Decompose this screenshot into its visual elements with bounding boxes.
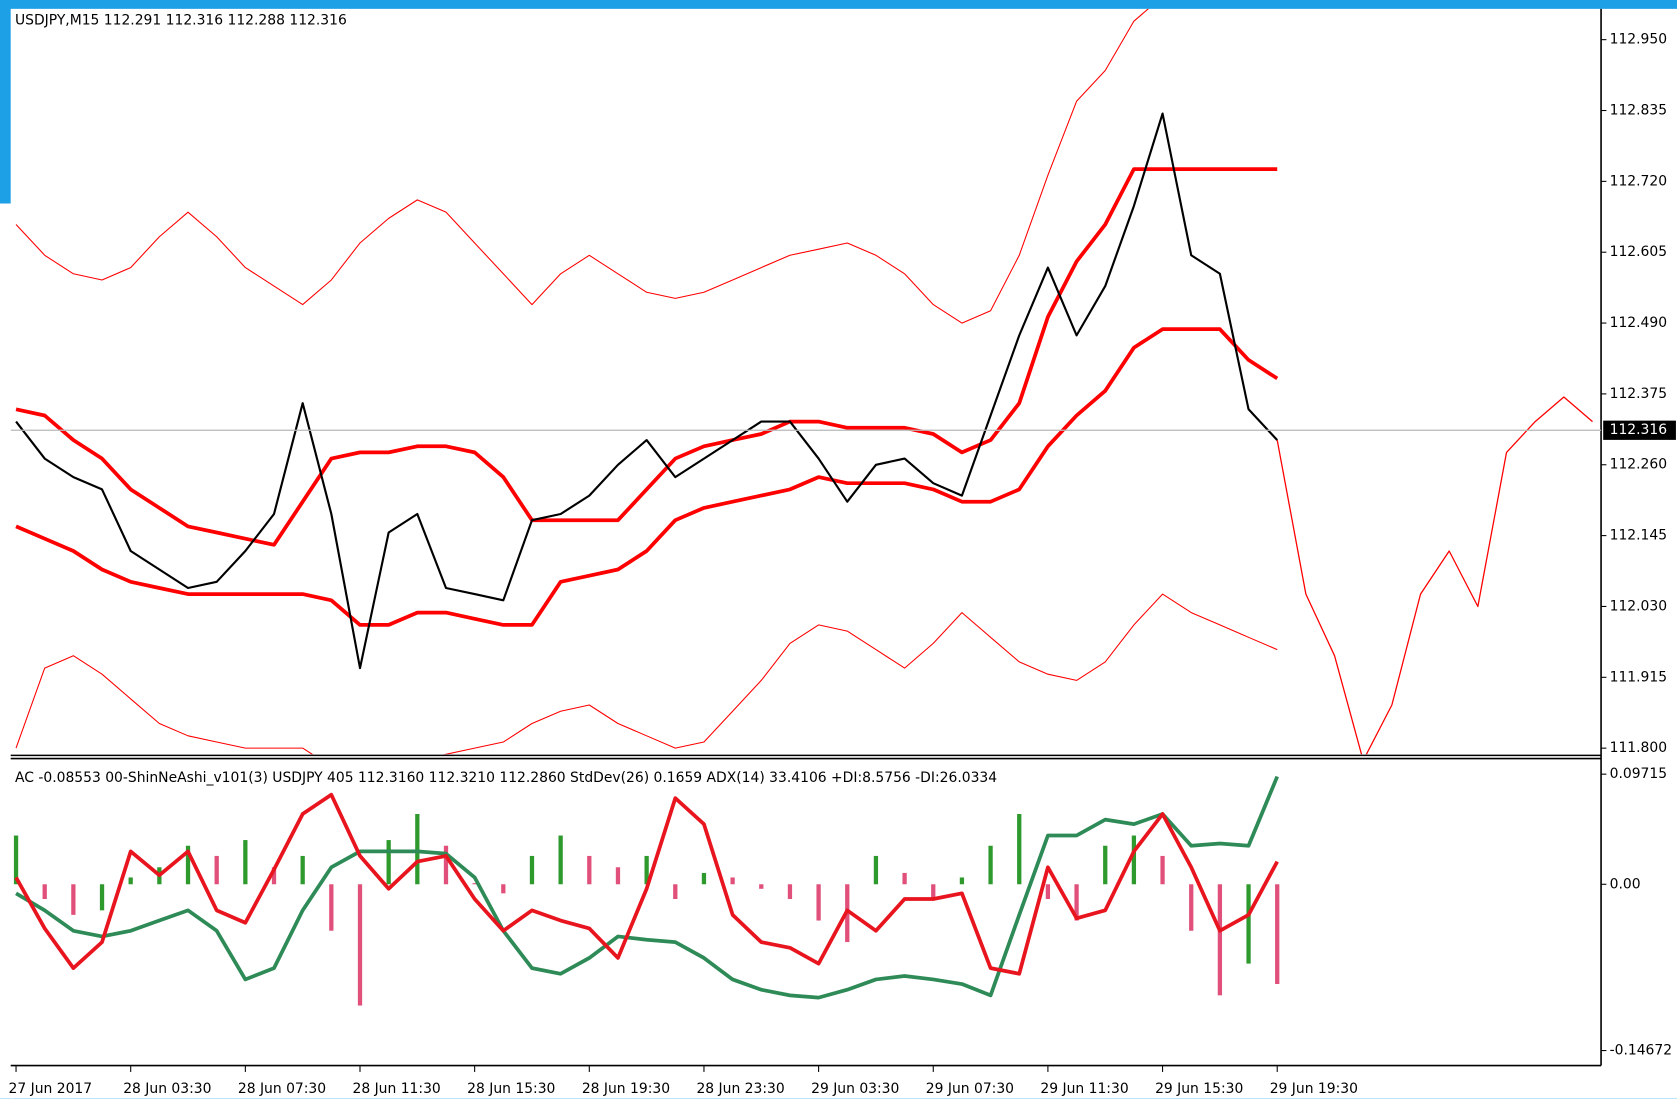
histogram-bar xyxy=(816,884,821,921)
histogram-bar xyxy=(1103,845,1108,885)
series-line xyxy=(15,167,1278,547)
histogram-bar xyxy=(1017,813,1022,885)
histogram-bar xyxy=(673,884,678,899)
y-tick-label: 112.030 xyxy=(1610,598,1667,614)
axes: 111.800 111.915 112.030 112.145 112.260 112.3… xyxy=(9,32,1676,1097)
last-price-label: 112.316 xyxy=(1610,422,1667,438)
y-tick-label: 0.00 xyxy=(1610,876,1641,892)
histogram-bar xyxy=(759,884,764,889)
series-line xyxy=(1276,396,1593,755)
y-tick-label: 0.09715 xyxy=(1610,766,1667,782)
histogram-bar xyxy=(443,845,449,885)
y-tick-label: 112.950 xyxy=(1610,32,1667,48)
chart-background-left xyxy=(0,203,13,1099)
y-tick-label: 111.915 xyxy=(1610,669,1667,685)
x-tick-label: 29 Jun 11:30 xyxy=(1040,1081,1128,1097)
histogram-bar xyxy=(71,884,76,915)
histogram-bar xyxy=(730,877,735,885)
histogram-bar xyxy=(13,835,19,885)
sub-plot xyxy=(13,775,1280,1006)
y-tick-label: 112.490 xyxy=(1610,315,1667,331)
series-line xyxy=(15,593,1278,755)
x-tick-label: 29 Jun 03:30 xyxy=(811,1081,899,1097)
y-tick-label: -0.14672 xyxy=(1610,1043,1672,1059)
histogram-bar xyxy=(873,855,879,885)
x-tick-label: 28 Jun 03:30 xyxy=(123,1081,211,1097)
histogram-bar xyxy=(415,813,420,885)
sub-title: AC -0.08553 00-ShinNeAshi_v101(3) USDJPY… xyxy=(15,770,997,786)
histogram-bar xyxy=(243,840,248,885)
x-tick-label: 28 Jun 15:30 xyxy=(467,1081,555,1097)
histogram-bar xyxy=(959,877,965,885)
histogram-bar xyxy=(558,835,563,885)
x-tick-label: 27 Jun 2017 xyxy=(9,1081,93,1097)
histogram-bar xyxy=(1160,855,1165,885)
x-tick-label: 28 Jun 11:30 xyxy=(353,1081,441,1097)
histogram-bar xyxy=(472,883,477,885)
histogram-bar xyxy=(329,884,334,931)
series-line xyxy=(15,112,1278,670)
histogram-bar xyxy=(128,877,133,885)
histogram-bar xyxy=(271,867,277,885)
series-line xyxy=(15,327,1279,627)
histogram-bar xyxy=(1189,884,1194,931)
histogram-bar xyxy=(529,855,535,885)
histogram-bar xyxy=(787,884,793,899)
y-tick-label: 112.375 xyxy=(1610,386,1667,402)
histogram-bar xyxy=(386,840,391,885)
x-tick-label: 28 Jun 07:30 xyxy=(238,1081,326,1097)
histogram-bar xyxy=(587,855,592,885)
histogram-bar xyxy=(1217,884,1223,996)
histogram-bar xyxy=(300,855,305,885)
y-tick-label: 112.260 xyxy=(1610,457,1667,473)
histogram-bar xyxy=(1045,884,1051,899)
y-tick-label: 111.800 xyxy=(1610,740,1667,756)
series-line xyxy=(14,792,1279,976)
last-price-box xyxy=(1603,420,1676,440)
series-line xyxy=(15,775,1279,1000)
histogram-bar xyxy=(615,867,621,885)
histogram-bar xyxy=(988,845,993,885)
histogram-bar xyxy=(357,884,363,1006)
histogram-bar xyxy=(931,884,936,899)
x-tick-label: 28 Jun 19:30 xyxy=(582,1081,670,1097)
histogram-bar xyxy=(1074,884,1079,921)
chart-background xyxy=(10,8,1677,1099)
series-line xyxy=(15,8,1150,324)
histogram-bar xyxy=(1275,884,1280,985)
x-tick-label: 29 Jun 07:30 xyxy=(926,1081,1014,1097)
histogram-bar xyxy=(644,855,649,885)
histogram-bar xyxy=(99,884,105,911)
y-tick-label: 112.835 xyxy=(1610,103,1667,119)
histogram-bar xyxy=(902,872,907,885)
histogram-bar xyxy=(1131,835,1137,885)
x-tick-label: 29 Jun 15:30 xyxy=(1155,1081,1243,1097)
histogram-bar xyxy=(42,884,47,899)
histogram-bar xyxy=(1246,884,1251,964)
x-tick-label: 28 Jun 23:30 xyxy=(696,1081,784,1097)
main-plot xyxy=(10,8,1602,755)
y-tick-label: 112.145 xyxy=(1610,528,1667,544)
histogram-bar xyxy=(501,884,506,894)
x-tick-label: 29 Jun 19:30 xyxy=(1270,1081,1358,1097)
y-tick-label: 112.720 xyxy=(1610,173,1667,189)
histogram-bar xyxy=(214,855,219,885)
histogram-bar xyxy=(701,872,707,885)
y-tick-label: 112.605 xyxy=(1610,244,1667,260)
main-title: USDJPY,M15 112.291 112.316 112.288 112.3… xyxy=(15,13,347,29)
histogram-bar xyxy=(185,845,191,885)
